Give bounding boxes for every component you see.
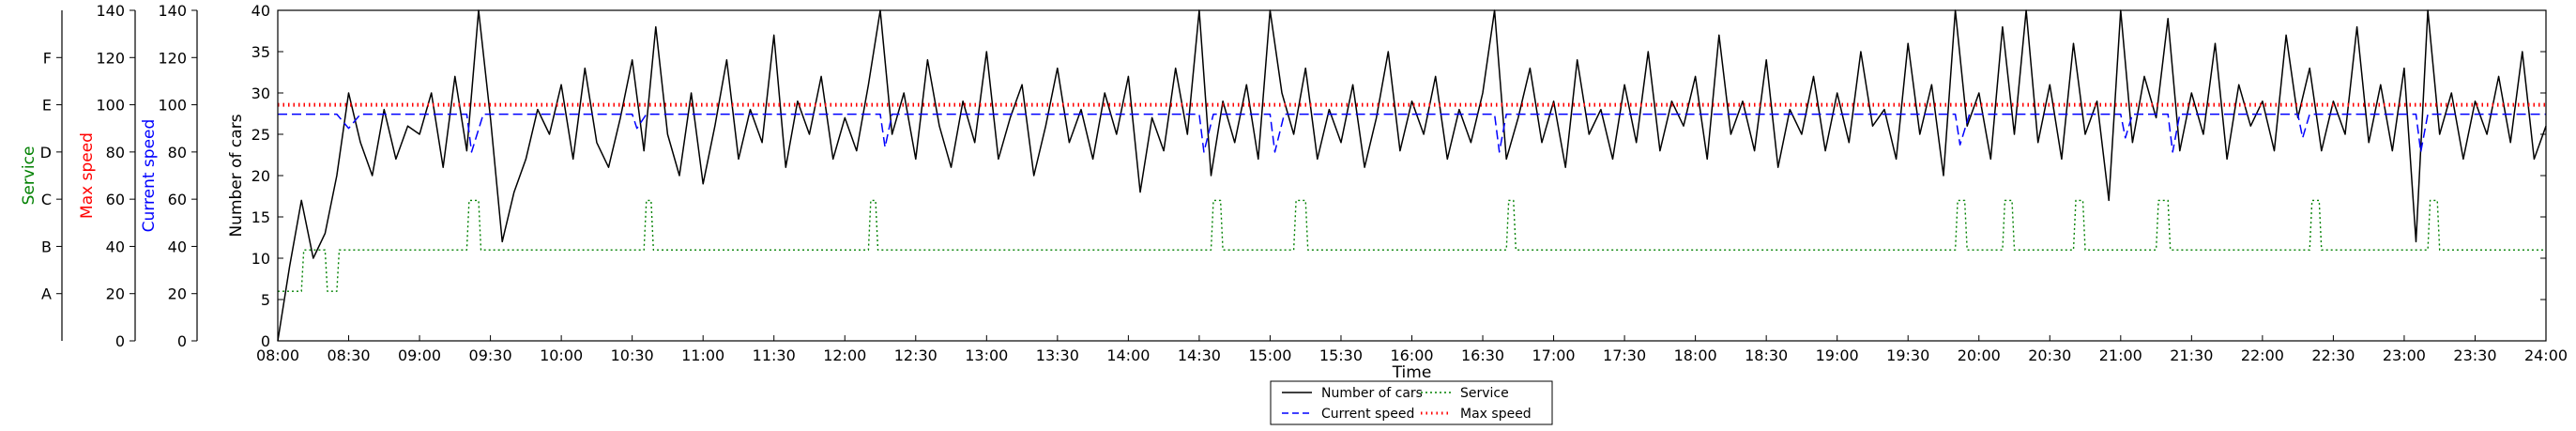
x-tick-label: 21:30 [2170, 346, 2213, 364]
axis-tick-label-service: A [41, 285, 52, 303]
axis-tick-label-service: B [41, 238, 52, 255]
y-tick-label: 15 [252, 208, 270, 226]
axis-tick-label-max-speed: 100 [96, 97, 125, 115]
x-tick-label: 14:00 [1106, 346, 1150, 364]
y-tick-label: 25 [252, 126, 270, 144]
series-line-number-of-cars [277, 9, 2547, 342]
y-tick-label: 40 [252, 2, 270, 20]
x-tick-label: 17:30 [1603, 346, 1646, 364]
axis-tick-label-current-speed: 80 [168, 144, 187, 162]
axis-tick-label-max-speed: 140 [96, 2, 125, 20]
axis-tick-label-current-speed: 120 [158, 49, 187, 67]
axis-tick-label-current-speed: 40 [168, 238, 187, 255]
x-tick-label: 18:30 [1745, 346, 1788, 364]
axis-tick-label-current-speed: 60 [168, 191, 187, 208]
axis-tick-label-service: D [40, 144, 52, 162]
axis-tick-label-max-speed: 20 [106, 285, 125, 303]
secondary-axes: 0 20 40 60 80 100 120 140 Current speed 0 20 40 60 80… [20, 2, 198, 350]
y-tick-label: 30 [252, 85, 270, 102]
axis-tick-label-current-speed: 100 [158, 97, 187, 115]
x-tick-label: 18:00 [1674, 346, 1717, 364]
y-axis-cars: 0 5 10 15 20 25 30 35 40 [252, 2, 2546, 350]
x-tick-label: 15:30 [1319, 346, 1363, 364]
x-tick-label: 20:00 [1958, 346, 2001, 364]
y-tick-label: 35 [252, 43, 270, 61]
y-axis-label: Number of cars [227, 114, 246, 237]
x-tick-label: 08:30 [327, 346, 370, 364]
y-tick-label: 5 [261, 291, 270, 309]
x-tick-label: 22:30 [2311, 346, 2355, 364]
legend-label: Service [1460, 386, 1509, 401]
x-tick-label: 21:00 [2099, 346, 2142, 364]
y-tick-label: 0 [261, 332, 270, 350]
series-line-service [278, 199, 2546, 292]
x-axis-label: Time [1392, 363, 1432, 382]
x-tick-label: 16:00 [1390, 346, 1433, 364]
x-tick-label: 19:30 [1886, 346, 1929, 364]
x-tick-label: 17:00 [1532, 346, 1576, 364]
series-lines [277, 9, 2547, 342]
x-tick-label: 10:30 [611, 346, 654, 364]
axis-tick-label-max-speed: 80 [106, 144, 125, 162]
x-axis: 08:00 08:30 09:00 09:30 10:00 10:30 11:00 11:30… [256, 335, 2568, 364]
x-tick-label: 12:30 [894, 346, 937, 364]
x-tick-label: 13:00 [965, 346, 1008, 364]
x-tick-label: 15:00 [1248, 346, 1291, 364]
legend-label: Current speed [1321, 407, 1414, 422]
x-tick-label: 11:00 [681, 346, 724, 364]
x-tick-label: 08:00 [256, 346, 299, 364]
axis-tick-label-max-speed: 60 [106, 191, 125, 208]
x-tick-label: 23:30 [2453, 346, 2496, 364]
plot-frame [277, 9, 2547, 342]
legend: Number of cars Service Current speed Max sp… [1270, 380, 1553, 425]
axis-tick-label-current-speed: 0 [177, 332, 187, 350]
x-tick-label: 13:30 [1036, 346, 1079, 364]
axis-label-service: Service [20, 146, 38, 206]
legend-box [1270, 380, 1553, 425]
legend-label: Max speed [1460, 407, 1532, 422]
axis-tick-label-service: F [43, 49, 52, 67]
axis-tick-label-current-speed: 20 [168, 285, 187, 303]
x-tick-label: 10:00 [540, 346, 583, 364]
x-tick-label: 19:00 [1816, 346, 1859, 364]
x-tick-label: 12:00 [823, 346, 866, 364]
x-tick-label: 09:30 [469, 346, 512, 364]
x-tick-label: 23:00 [2383, 346, 2426, 364]
axis-label-max-speed: Max speed [78, 132, 97, 219]
axis-tick-label-service: C [41, 191, 52, 208]
legend-label: Number of cars [1321, 386, 1423, 401]
x-tick-label: 24:00 [2524, 346, 2568, 364]
series-line-current-speed [278, 113, 2546, 153]
axis-tick-label-max-speed: 0 [115, 332, 125, 350]
x-tick-label: 22:00 [2241, 346, 2284, 364]
x-tick-label: 20:30 [2028, 346, 2071, 364]
axis-tick-label-current-speed: 140 [158, 2, 187, 20]
x-tick-label: 16:30 [1461, 346, 1504, 364]
axis-tick-label-max-speed: 40 [106, 238, 125, 255]
axis-tick-label-service: E [42, 97, 52, 115]
axis-tick-label-max-speed: 120 [96, 49, 125, 67]
x-tick-label: 14:30 [1178, 346, 1221, 364]
x-tick-label: 09:00 [398, 346, 441, 364]
axis-label-current-speed: Current speed [140, 119, 159, 233]
y-tick-label: 20 [252, 167, 270, 185]
x-tick-label: 11:30 [753, 346, 796, 364]
y-tick-label: 10 [252, 250, 270, 268]
